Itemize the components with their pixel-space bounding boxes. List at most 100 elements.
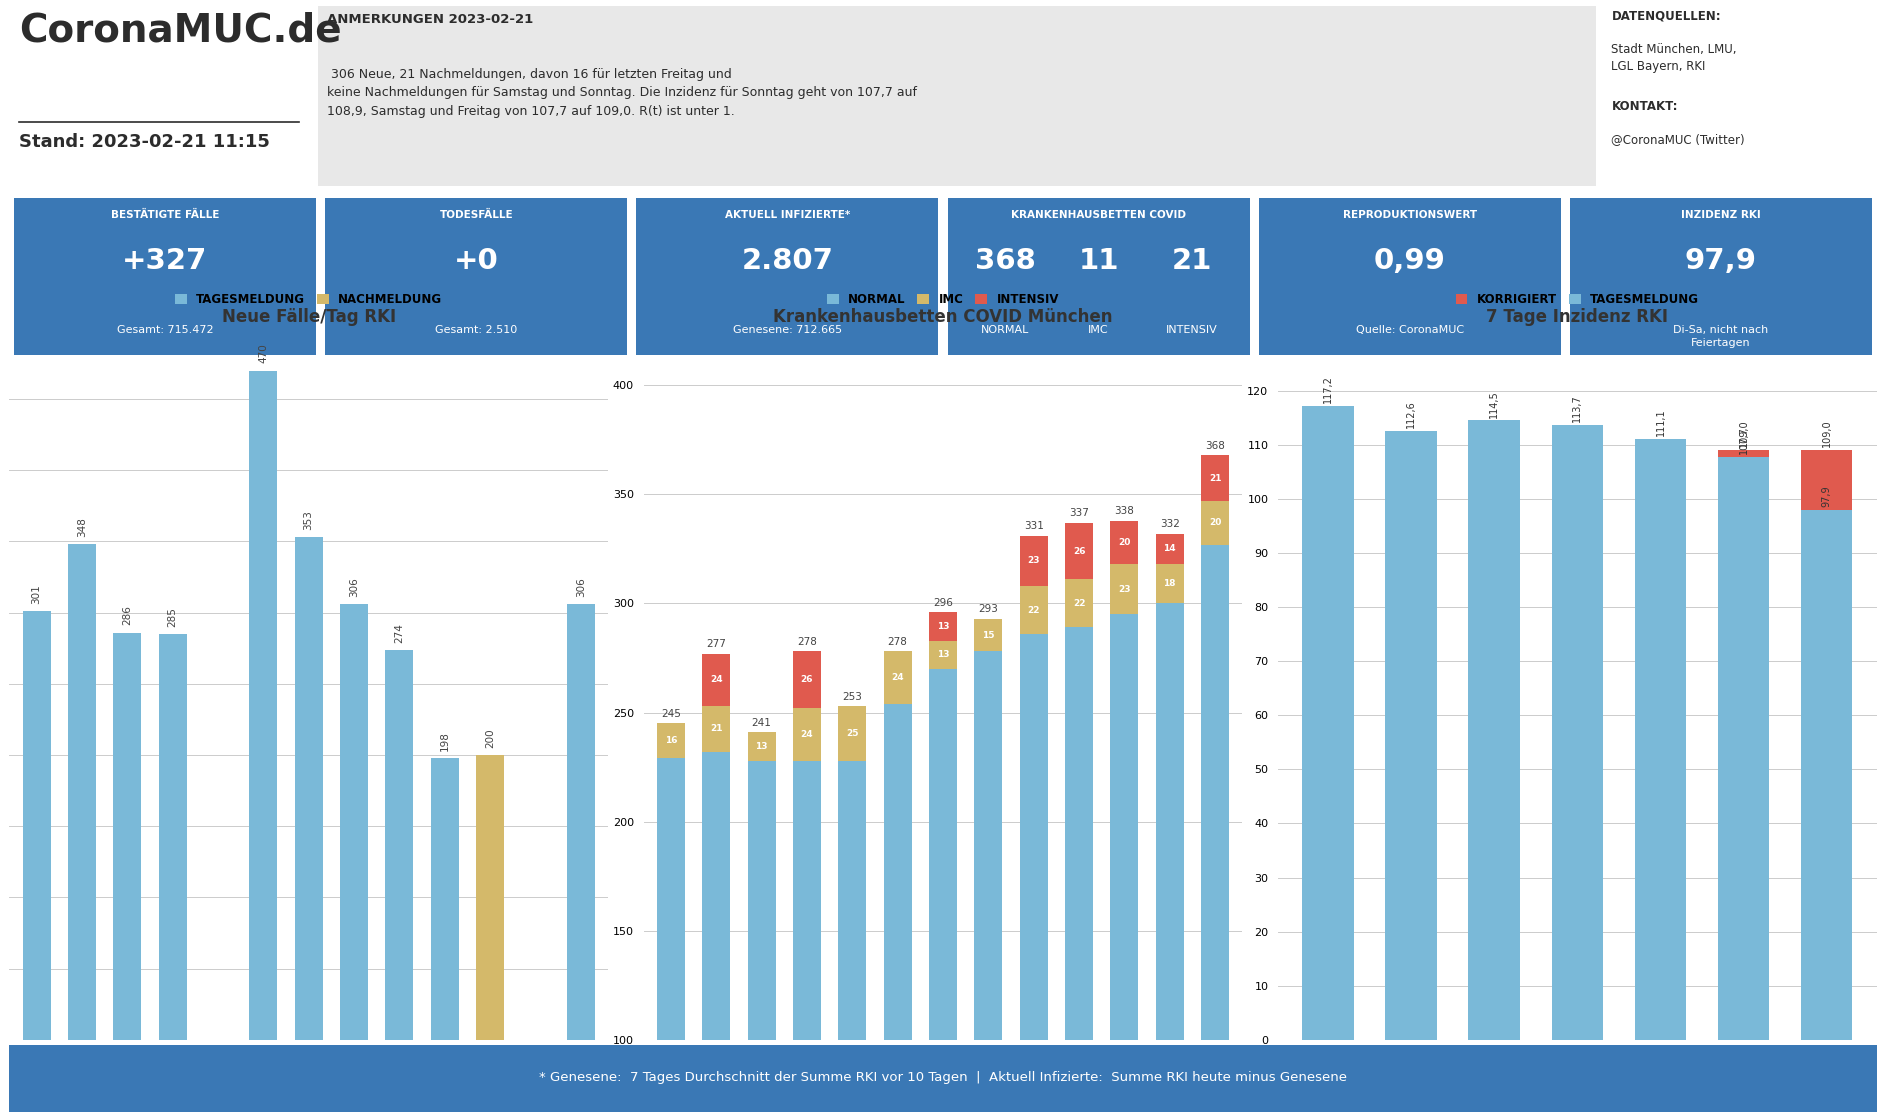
Bar bbox=[249, 371, 277, 1039]
Text: 306: 306 bbox=[349, 577, 358, 597]
Text: IMC: IMC bbox=[1088, 325, 1109, 335]
Text: 114,5: 114,5 bbox=[1490, 390, 1499, 418]
Bar bbox=[1066, 627, 1094, 1039]
Bar bbox=[475, 755, 504, 1039]
Text: AKTUELL INFIZIERTE*: AKTUELL INFIZIERTE* bbox=[724, 209, 851, 219]
Text: 0,99: 0,99 bbox=[1373, 247, 1447, 275]
Text: KRANKENHAUSBETTEN COVID: KRANKENHAUSBETTEN COVID bbox=[1011, 209, 1186, 219]
Text: 111,1: 111,1 bbox=[1656, 409, 1665, 436]
Bar bbox=[430, 758, 458, 1039]
Bar bbox=[930, 668, 956, 1039]
Text: 18: 18 bbox=[1164, 579, 1177, 588]
Bar bbox=[792, 709, 820, 761]
Text: 20: 20 bbox=[1209, 518, 1222, 527]
Text: 23: 23 bbox=[1118, 585, 1130, 594]
Bar bbox=[1020, 536, 1049, 586]
Text: TODESFÄLLE: TODESFÄLLE bbox=[439, 209, 513, 219]
Text: 241: 241 bbox=[753, 717, 771, 727]
Bar bbox=[656, 723, 685, 759]
Text: 117,2: 117,2 bbox=[1322, 375, 1333, 403]
Bar bbox=[656, 759, 685, 1039]
Text: 20: 20 bbox=[1118, 538, 1130, 547]
Text: DATENQUELLEN:: DATENQUELLEN: bbox=[1611, 10, 1722, 22]
Legend: TAGESMELDUNG, NACHMELDUNG: TAGESMELDUNG, NACHMELDUNG bbox=[170, 289, 447, 311]
Bar bbox=[1111, 564, 1139, 615]
Text: 277: 277 bbox=[707, 639, 726, 649]
Text: 2.807: 2.807 bbox=[741, 247, 834, 275]
Text: 301: 301 bbox=[32, 585, 41, 604]
Text: Di-Sa, nicht nach
Feiertagen: Di-Sa, nicht nach Feiertagen bbox=[1673, 325, 1769, 349]
Text: Quelle: CoronaMUC: Quelle: CoronaMUC bbox=[1356, 325, 1464, 335]
Text: KONTAKT:: KONTAKT: bbox=[1611, 99, 1679, 113]
Text: 296: 296 bbox=[934, 598, 952, 608]
Text: 332: 332 bbox=[1160, 519, 1179, 529]
Text: 97,9: 97,9 bbox=[1822, 486, 1831, 507]
Bar bbox=[1552, 424, 1603, 1039]
Text: 368: 368 bbox=[1205, 441, 1224, 451]
Bar bbox=[792, 652, 820, 709]
Text: 306 Neue, 21 Nachmeldungen, davon 16 für letzten Freitag und
keine Nachmeldungen: 306 Neue, 21 Nachmeldungen, davon 16 für… bbox=[326, 68, 917, 118]
Text: 22: 22 bbox=[1028, 606, 1039, 615]
Text: 470: 470 bbox=[258, 344, 268, 363]
Text: INZIDENZ RKI: INZIDENZ RKI bbox=[1680, 209, 1762, 219]
Bar bbox=[158, 634, 187, 1039]
Text: REPRODUKTIONSWERT: REPRODUKTIONSWERT bbox=[1343, 209, 1477, 219]
Text: 278: 278 bbox=[798, 637, 817, 647]
Text: 109,0: 109,0 bbox=[1822, 420, 1831, 448]
Bar bbox=[385, 649, 413, 1039]
Bar bbox=[702, 706, 730, 752]
FancyBboxPatch shape bbox=[947, 198, 1250, 354]
FancyBboxPatch shape bbox=[636, 198, 939, 354]
Bar bbox=[702, 654, 730, 706]
Bar bbox=[1718, 457, 1769, 1039]
Text: Genesene: 712.665: Genesene: 712.665 bbox=[734, 325, 841, 335]
Bar bbox=[702, 752, 730, 1039]
Text: Stand: 2023-02-21 11:15: Stand: 2023-02-21 11:15 bbox=[19, 134, 270, 152]
Text: 26: 26 bbox=[1073, 547, 1084, 556]
Text: 245: 245 bbox=[662, 710, 681, 720]
Bar bbox=[792, 761, 820, 1039]
Bar bbox=[113, 633, 141, 1039]
Text: ANMERKUNGEN 2023-02-21: ANMERKUNGEN 2023-02-21 bbox=[326, 13, 534, 27]
Text: 293: 293 bbox=[979, 605, 998, 615]
Text: NORMAL: NORMAL bbox=[981, 325, 1030, 335]
Title: 7 Tage Inzidenz RKI: 7 Tage Inzidenz RKI bbox=[1486, 307, 1669, 325]
Legend: KORRIGIERT, TAGESMELDUNG: KORRIGIERT, TAGESMELDUNG bbox=[1450, 289, 1703, 311]
Bar bbox=[1020, 586, 1049, 634]
Text: 13: 13 bbox=[937, 622, 949, 631]
Title: Neue Fälle/Tag RKI: Neue Fälle/Tag RKI bbox=[221, 307, 396, 325]
Text: 107,7: 107,7 bbox=[1739, 427, 1748, 455]
Text: 25: 25 bbox=[847, 729, 858, 737]
Text: 13: 13 bbox=[937, 651, 949, 659]
Text: 24: 24 bbox=[709, 675, 722, 684]
Text: INTENSIV: INTENSIV bbox=[1166, 325, 1218, 335]
Text: 22: 22 bbox=[1073, 599, 1084, 608]
Bar bbox=[1111, 520, 1139, 564]
Bar bbox=[1020, 634, 1049, 1039]
Text: 24: 24 bbox=[892, 673, 903, 682]
Bar bbox=[1801, 510, 1852, 1039]
Bar bbox=[1386, 430, 1437, 1039]
Bar bbox=[1156, 564, 1184, 604]
Bar bbox=[1201, 545, 1230, 1039]
FancyBboxPatch shape bbox=[9, 1045, 1877, 1112]
Legend: NORMAL, IMC, INTENSIV: NORMAL, IMC, INTENSIV bbox=[822, 289, 1064, 311]
Bar bbox=[1552, 424, 1603, 1039]
Text: 112,6: 112,6 bbox=[1407, 400, 1416, 428]
Bar bbox=[930, 641, 956, 668]
Bar bbox=[1386, 430, 1437, 1039]
Text: 338: 338 bbox=[1115, 506, 1133, 516]
Bar bbox=[1635, 439, 1686, 1039]
FancyBboxPatch shape bbox=[13, 198, 317, 354]
Bar bbox=[1301, 405, 1354, 1039]
Bar bbox=[1301, 405, 1354, 1039]
Text: 13: 13 bbox=[756, 742, 768, 751]
Text: +327: +327 bbox=[123, 247, 207, 275]
Text: 331: 331 bbox=[1024, 521, 1043, 531]
Text: BESTÄTIGTE FÄLLE: BESTÄTIGTE FÄLLE bbox=[111, 209, 219, 219]
Bar bbox=[1718, 450, 1769, 1039]
Bar bbox=[1111, 615, 1139, 1039]
Text: 21: 21 bbox=[1171, 247, 1213, 275]
Text: 15: 15 bbox=[983, 631, 994, 639]
FancyBboxPatch shape bbox=[1569, 198, 1873, 354]
